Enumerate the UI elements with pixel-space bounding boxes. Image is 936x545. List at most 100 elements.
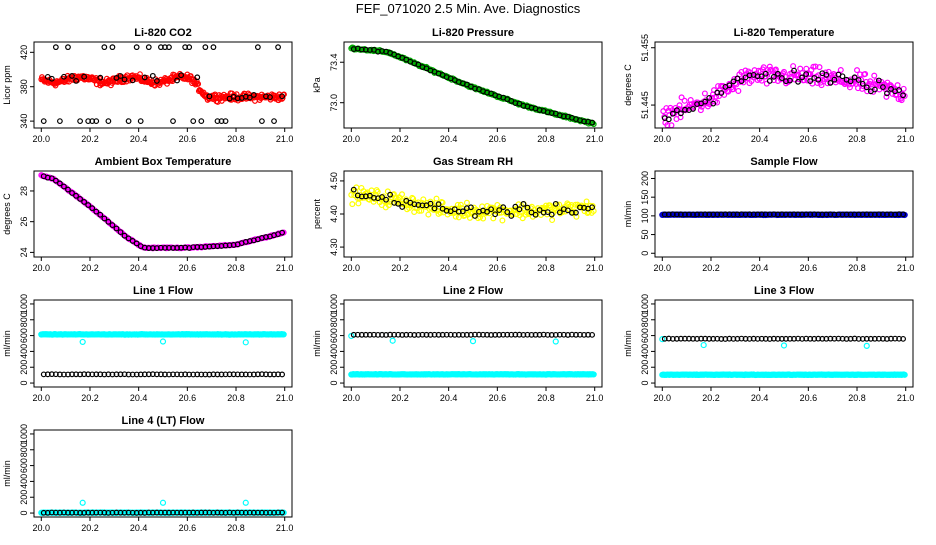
plot-frame <box>33 41 293 129</box>
x-tick-label: 20.6 <box>800 393 818 403</box>
y-tick-label: 200 <box>640 360 650 375</box>
average-point <box>246 94 253 101</box>
y-tick-label: 600 <box>19 458 29 473</box>
average-point <box>77 118 83 125</box>
y-axis-label: ml/min <box>623 330 633 357</box>
average-point <box>573 209 579 216</box>
average-point <box>508 213 515 219</box>
panel-ambient: Ambient Box Temperature degrees C 20.0 20.2… <box>2 156 293 273</box>
x-tick-label: 20.0 <box>33 134 51 144</box>
average-point <box>383 196 389 203</box>
raw-outlier-point <box>389 337 396 344</box>
y-tick-label: 4.40 <box>329 205 339 223</box>
raw-point <box>583 198 590 205</box>
raw-outlier-point <box>552 338 559 345</box>
y-tick-label: 200 <box>640 171 650 186</box>
y-tick-label: 1000 <box>329 294 339 314</box>
average-point <box>451 206 458 213</box>
raw-point <box>385 202 392 209</box>
x-tick-label: 20.2 <box>391 263 409 273</box>
average-point <box>259 118 265 125</box>
average-point <box>170 118 176 125</box>
average-point <box>880 84 886 90</box>
raw-point <box>901 371 908 378</box>
average-point <box>254 44 261 51</box>
raw-point <box>676 102 683 109</box>
average-point <box>141 74 148 81</box>
y-tick-label: 1000 <box>19 424 29 444</box>
x-tick-label: 20.0 <box>33 393 51 403</box>
y-tick-label: 600 <box>329 328 339 343</box>
average-point <box>129 77 136 84</box>
average-point <box>275 44 281 51</box>
raw-point <box>855 85 862 92</box>
raw-point <box>280 331 287 338</box>
raw-outlier-point <box>780 342 788 349</box>
average-point <box>807 78 814 85</box>
average-point <box>871 86 878 93</box>
raw-point <box>355 200 362 207</box>
y-tick-label: 380 <box>19 79 29 94</box>
y-tick-label: 4.50 <box>329 172 339 190</box>
y-tick-label: 24 <box>19 247 29 257</box>
average-point <box>665 116 672 123</box>
average-point <box>387 191 393 198</box>
y-tick-label: 800 <box>640 312 650 327</box>
average-point <box>61 73 67 80</box>
y-tick-label: 420 <box>19 45 29 60</box>
average-point <box>210 44 217 51</box>
average-point <box>823 72 830 78</box>
average-point <box>718 90 725 96</box>
average-point <box>512 203 519 210</box>
y-axis-label: degrees C <box>623 64 633 106</box>
data-points <box>348 184 597 224</box>
average-point <box>472 213 478 219</box>
plot-frame <box>343 299 603 388</box>
y-tick-label: 800 <box>19 442 29 457</box>
x-tick-label: 21.0 <box>897 134 915 144</box>
average-point <box>93 208 100 215</box>
raw-outlier-point <box>79 338 86 346</box>
average-point <box>774 70 781 77</box>
average-point <box>787 77 793 84</box>
x-tick-label: 20.4 <box>130 134 148 144</box>
x-tick-label: 21.0 <box>276 263 294 273</box>
average-point <box>279 93 286 100</box>
x-tick-label: 20.0 <box>654 134 672 144</box>
average-point <box>379 194 385 200</box>
average-point <box>504 209 511 215</box>
raw-point <box>872 81 879 88</box>
panel-co2: Li-820 CO2 Licor ppm 20.0 20.2 20.4 20.6 20.8 2… <box>2 27 293 144</box>
average-point <box>250 92 257 98</box>
raw-point <box>410 195 417 202</box>
y-tick-label: 73.0 <box>329 94 339 112</box>
raw-point <box>477 214 484 221</box>
data-points <box>348 44 597 128</box>
raw-point <box>706 101 713 108</box>
average-point <box>488 206 495 213</box>
x-tick-label: 20.8 <box>227 393 245 403</box>
average-point <box>677 110 684 117</box>
data-points <box>660 63 908 129</box>
raw-point <box>868 81 875 88</box>
average-point <box>202 44 209 51</box>
average-point <box>109 222 116 229</box>
average-point <box>690 106 696 112</box>
x-tick-label: 20.0 <box>343 134 361 144</box>
raw-point <box>837 67 844 74</box>
average-point <box>795 78 801 85</box>
raw-point <box>349 201 356 208</box>
average-point <box>85 202 92 208</box>
x-tick-label: 20.0 <box>33 263 51 273</box>
raw-point <box>374 188 381 195</box>
raw-point <box>556 201 563 208</box>
average-point <box>101 44 108 51</box>
average-point <box>706 95 713 101</box>
average-point <box>105 218 112 225</box>
x-tick-label: 20.8 <box>227 263 245 273</box>
average-point <box>564 207 571 214</box>
plot-frame <box>33 429 293 518</box>
average-point <box>524 204 531 211</box>
x-tick-label: 20.2 <box>81 523 99 533</box>
x-tick-label: 20.2 <box>391 393 409 403</box>
